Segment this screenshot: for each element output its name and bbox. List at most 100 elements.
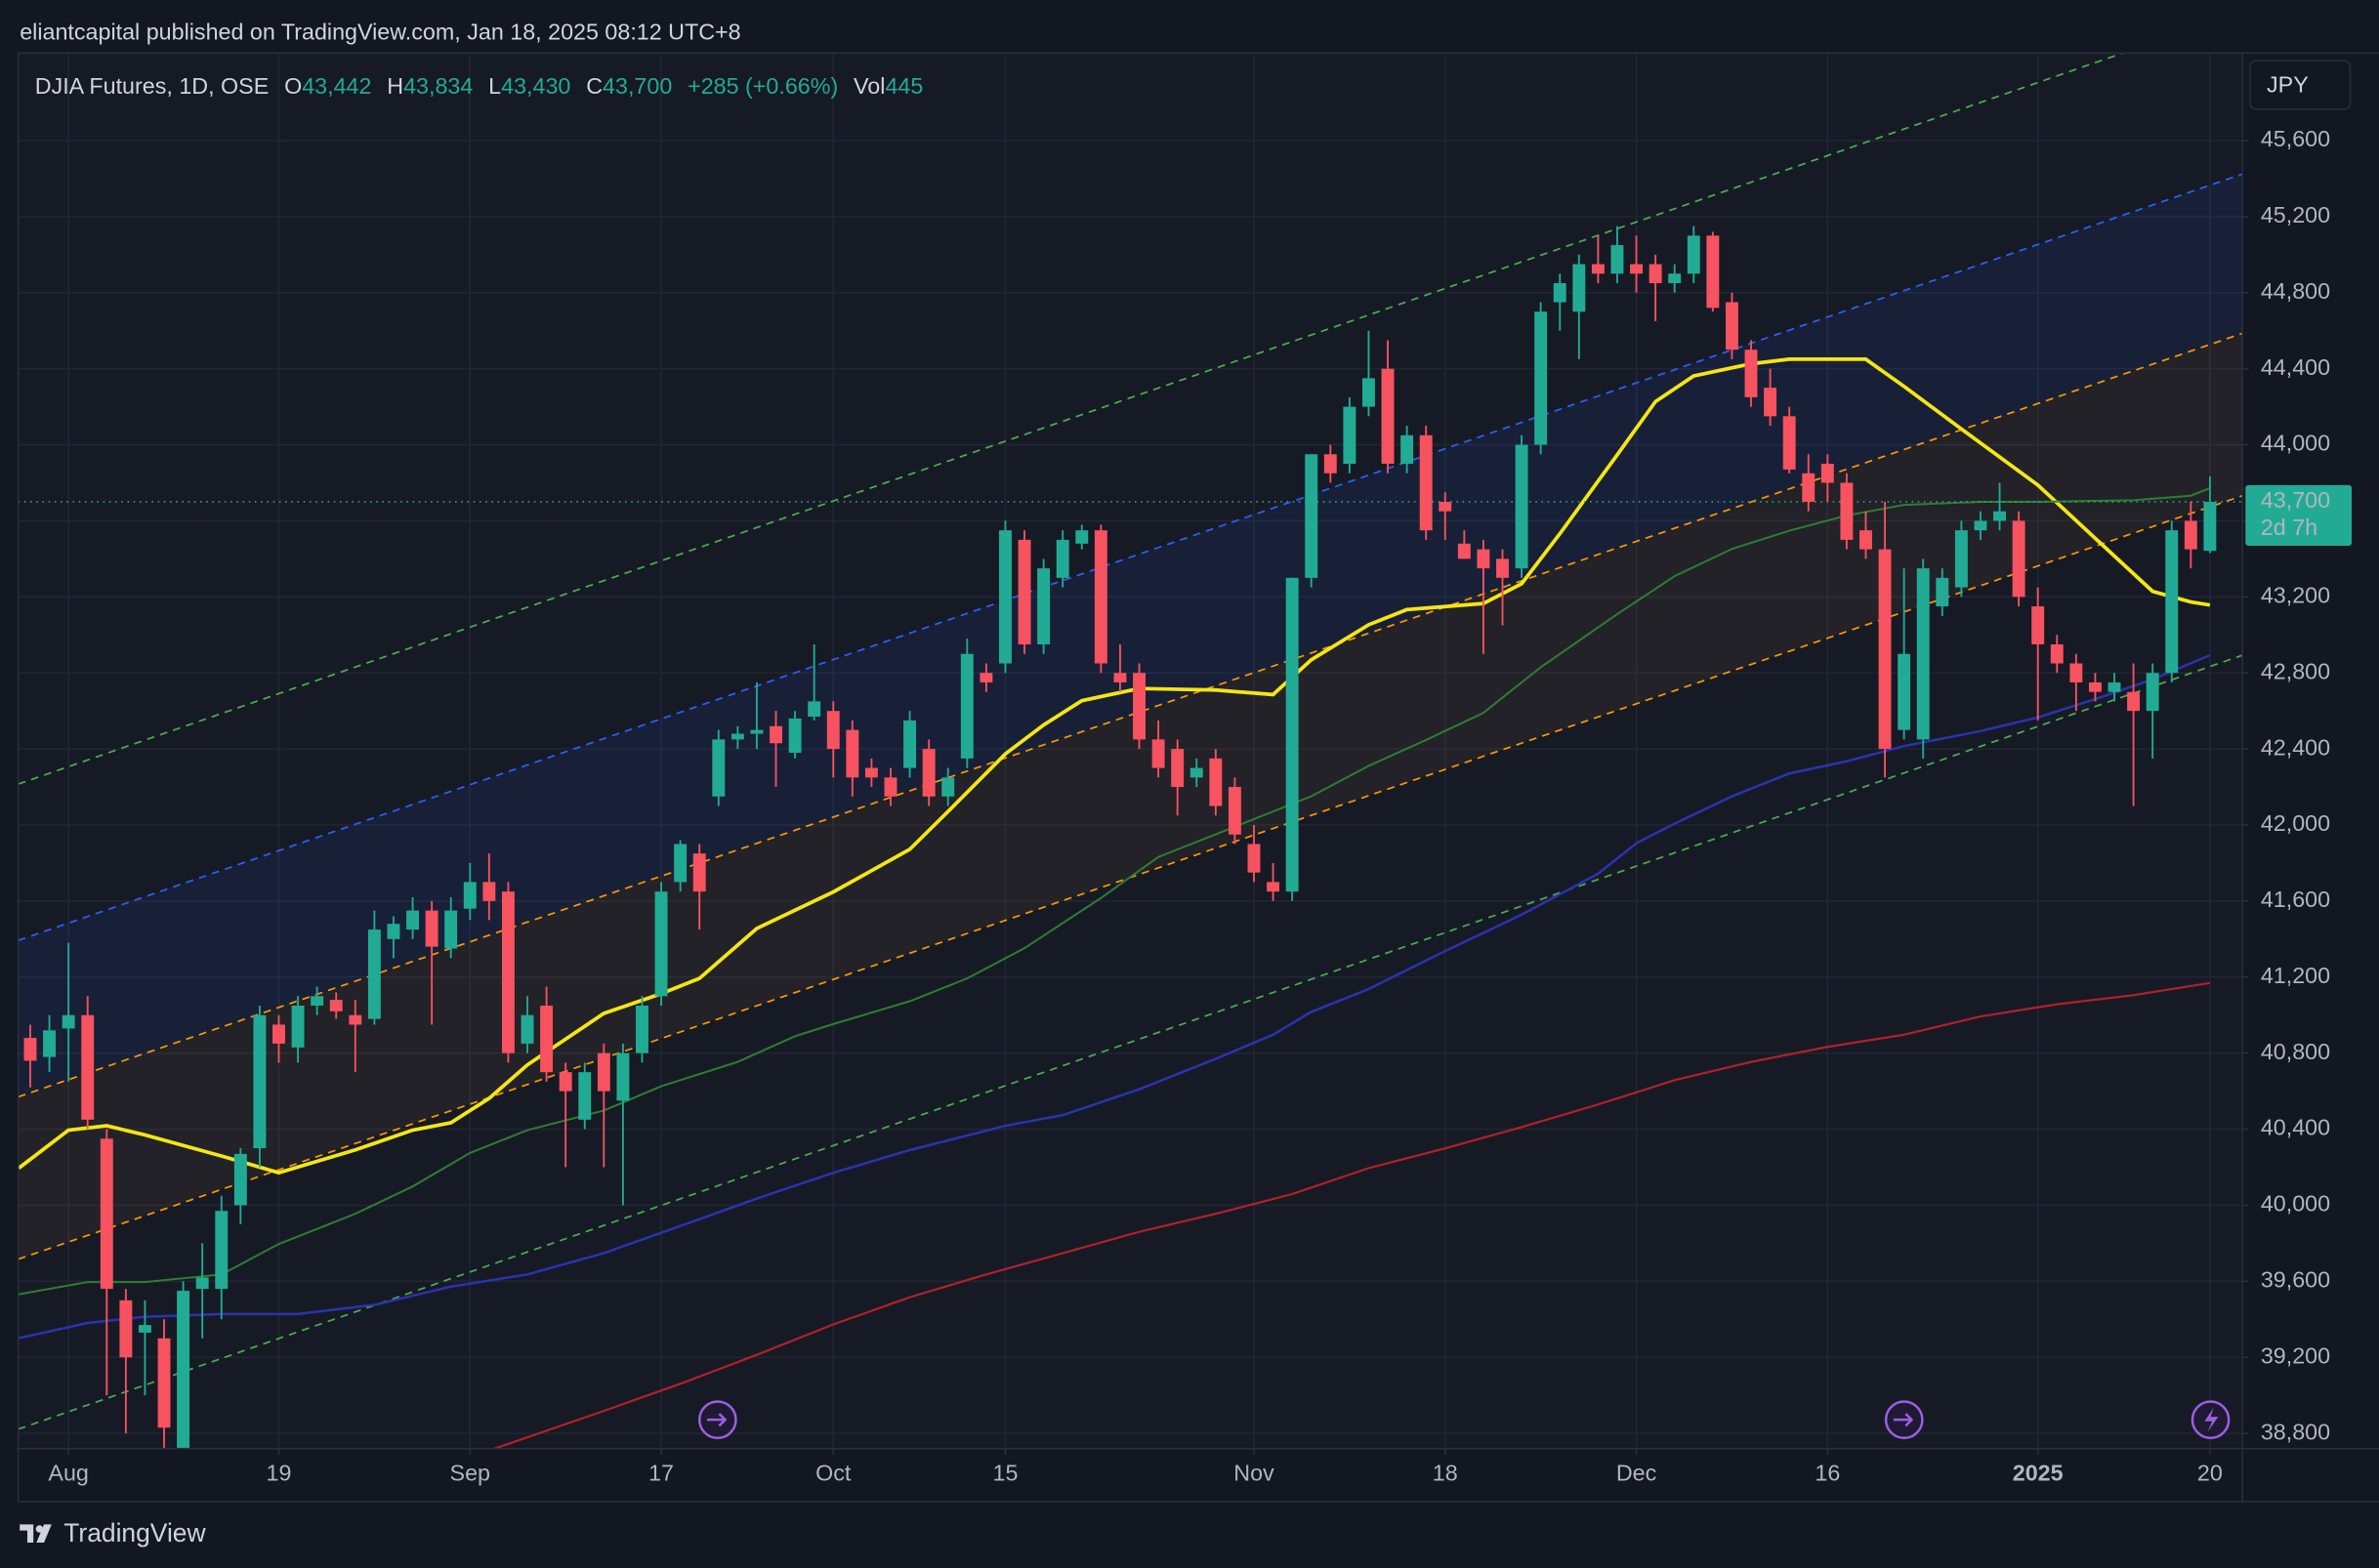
x-tick-label: 19 [267, 1460, 292, 1485]
candle-body [884, 777, 897, 797]
candle-body [1878, 549, 1892, 750]
candle-body [616, 1052, 630, 1101]
brand-logo [20, 1524, 52, 1544]
candle-body [157, 1338, 171, 1428]
currency-box[interactable] [2249, 60, 2352, 110]
candle-body [1381, 368, 1395, 465]
y-tick-label: 44,400 [2261, 354, 2330, 380]
candle-body [750, 729, 764, 734]
change: +285 (+0.66%) [688, 73, 838, 99]
candle-body [1343, 406, 1356, 465]
y-tick-label: 38,800 [2261, 1419, 2330, 1444]
countdown: 2d 7h [2261, 515, 2317, 540]
candle-body [1744, 350, 1758, 397]
y-tick-label: 42,400 [2261, 734, 2330, 760]
candle-body [2184, 520, 2197, 550]
candle-body [2012, 520, 2025, 598]
candle-body [654, 891, 668, 997]
candle-body [1400, 434, 1414, 465]
candle-body [1305, 454, 1318, 578]
candle-body [1171, 749, 1185, 788]
x-tick-label: Aug [48, 1460, 88, 1485]
candle-body [960, 653, 974, 759]
candle-body [1610, 245, 1624, 274]
y-tick-label: 42,000 [2261, 810, 2330, 836]
x-tick-label: 15 [993, 1460, 1019, 1485]
y-tick-label: 42,800 [2261, 658, 2330, 683]
currency[interactable]: JPY [2267, 72, 2309, 98]
candle-body [43, 1030, 57, 1057]
ohlc-key: L [488, 73, 501, 99]
currency-button[interactable]: JPY [2249, 60, 2352, 110]
brand: TradingView [63, 1518, 206, 1547]
candle-body [406, 910, 420, 930]
volume-value: 445 [885, 73, 923, 99]
candle-body [1190, 767, 1203, 778]
ohlc-key: H [387, 73, 403, 99]
candle-body [1477, 549, 1490, 569]
candle-body [1764, 388, 1777, 417]
channel-line [18, 53, 2126, 785]
candle-body [1075, 530, 1089, 544]
candle-body [215, 1211, 229, 1290]
x-tick-label: Oct [815, 1460, 852, 1485]
candle-body [463, 882, 477, 909]
channel-fill [18, 333, 2243, 1259]
candle-body [1840, 482, 1854, 540]
candle-body [1630, 264, 1644, 274]
event-glyph [706, 1413, 728, 1427]
candle-body [1936, 577, 1949, 607]
candle-body [100, 1138, 113, 1290]
y-tick-label: 45,200 [2261, 202, 2330, 227]
publisher: eliantcapital published on TradingView.c… [20, 19, 740, 44]
candle-body [1018, 539, 1031, 645]
candle-body [597, 1052, 610, 1092]
ohlc-value: 43,430 [501, 73, 570, 99]
candle-body [2108, 681, 2121, 692]
candle-body [501, 891, 515, 1053]
x-tick-label: Sep [450, 1460, 490, 1485]
candle-body [349, 1014, 362, 1025]
volume-key: Vol [854, 73, 885, 99]
candle-body [1323, 454, 1337, 474]
candle-body [2069, 663, 2083, 682]
x-tick-label: 2025 [2013, 1460, 2064, 1485]
ohlc-value: 43,700 [603, 73, 672, 99]
candle-body [1037, 568, 1051, 645]
candle-body [367, 929, 381, 1019]
ohlc-value: 43,834 [403, 73, 473, 99]
y-tick-label: 41,600 [2261, 887, 2330, 912]
last-price-box [2245, 484, 2353, 547]
candle-body [311, 996, 324, 1006]
candles [23, 226, 2217, 1449]
x-tick-label: 18 [1433, 1460, 1458, 1485]
x-tick-label: 20 [2197, 1460, 2223, 1485]
channel-fills [18, 174, 2243, 1259]
y-tick-label: 41,200 [2261, 963, 2330, 988]
candle-body [1515, 444, 1528, 569]
symbol: DJIA Futures, 1D, OSE [35, 73, 270, 99]
candle-body [1534, 311, 1548, 445]
candle-body [23, 1038, 37, 1061]
candle-body [922, 749, 936, 797]
x-tick-label: 16 [1815, 1460, 1840, 1485]
candle-body [846, 729, 859, 778]
candle-body [387, 924, 400, 939]
candle-body [559, 1072, 572, 1092]
channel-line [18, 332, 2243, 1098]
candle-body [578, 1072, 592, 1120]
y-tick-label: 45,600 [2261, 126, 2330, 151]
candle-body [1094, 530, 1107, 664]
candle-body [1993, 511, 2006, 521]
candle-body [119, 1300, 133, 1358]
channel-fill [18, 174, 2243, 1097]
ohlc-key: C [586, 73, 603, 99]
candle-body [1898, 653, 1911, 730]
candle-body [444, 910, 458, 949]
candle-body [1247, 844, 1261, 873]
logo-part [20, 1524, 34, 1544]
candle-body [1056, 539, 1069, 578]
candle-body [62, 1014, 75, 1029]
candle-body [2050, 644, 2064, 664]
candle-body [291, 1005, 305, 1048]
